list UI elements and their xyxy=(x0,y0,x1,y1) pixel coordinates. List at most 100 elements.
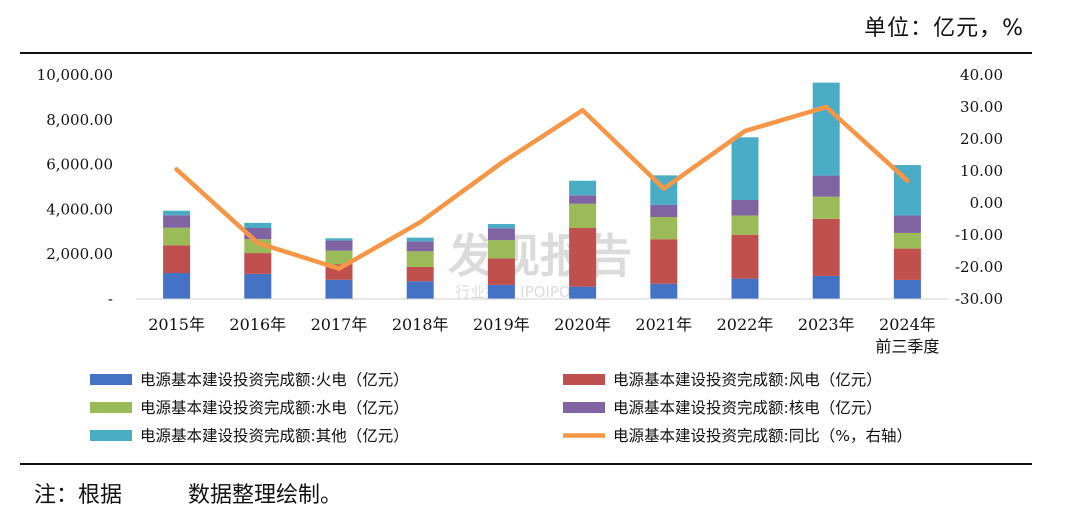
x-tick-label: 2015年 xyxy=(148,315,205,334)
bar-segment-wind xyxy=(893,248,921,280)
line-point-yoy xyxy=(580,108,585,113)
bar-segment-thermal xyxy=(325,279,353,299)
bar-segment-nuclear xyxy=(325,240,353,251)
line-point-yoy xyxy=(255,240,260,246)
legend-swatch xyxy=(90,430,132,441)
bar-segment-thermal xyxy=(812,275,840,299)
line-point-yoy xyxy=(418,220,423,225)
legend-swatch xyxy=(563,402,605,413)
investment-chart: 发现报告 行业报告 IPOIPO.CN - 2,000.00 4,000.00 6,0… xyxy=(37,66,1003,445)
y-left-tick-label: 4,000.00 xyxy=(46,200,113,218)
line-point-yoy xyxy=(824,104,829,110)
legend-swatch xyxy=(563,374,605,385)
legend-label: 电源基本建设投资完成额:核电（亿元） xyxy=(613,399,882,417)
x-tick-label: 2021年 xyxy=(635,315,692,334)
y-right-tick-label: 10.00 xyxy=(960,162,1003,180)
line-point-yoy xyxy=(742,128,748,134)
bar-segment-nuclear xyxy=(163,215,191,228)
bar-segment-other xyxy=(163,210,191,216)
bar-layer xyxy=(163,82,921,299)
line-layer xyxy=(174,104,910,271)
unit-label: 单位：亿元，% xyxy=(864,16,1024,41)
bar-segment-hydro xyxy=(163,227,191,246)
y-axis-left: - 2,000.00 4,000.00 6,000.00 8,000.00 10,000.… xyxy=(37,66,113,308)
y-left-tick-label: 2,000.00 xyxy=(46,245,113,263)
x-tick-label: 2017年 xyxy=(311,315,368,334)
bar-segment-hydro xyxy=(812,196,840,219)
bar-segment-other xyxy=(812,82,840,176)
bar-segment-thermal xyxy=(163,273,191,299)
y-left-tick-label: - xyxy=(108,290,113,308)
x-tick-label: 前三季度 xyxy=(875,337,939,356)
line-point-yoy xyxy=(499,160,504,166)
bar-segment-nuclear xyxy=(569,195,597,204)
y-right-tick-label: 30.00 xyxy=(960,98,1003,116)
bar-segment-nuclear xyxy=(487,228,515,241)
bar-segment-wind xyxy=(569,227,597,287)
bar-segment-hydro xyxy=(487,240,515,259)
bar-segment-other xyxy=(731,137,759,200)
bar-segment-nuclear xyxy=(731,199,759,216)
y-right-tick-label: 20.00 xyxy=(960,130,1003,148)
y-right-tick-label: 0.00 xyxy=(970,194,1003,212)
bar-segment-thermal xyxy=(893,279,921,299)
bar-segment-hydro xyxy=(406,251,434,267)
bar-segment-hydro xyxy=(731,215,759,235)
x-axis: 2015年 2016年 2017年 2018年 2019年 2020年 2021年 2022年… xyxy=(136,298,948,356)
bar-segment-wind xyxy=(812,218,840,276)
bar-segment-nuclear xyxy=(893,215,921,233)
source-note: 注：根据 数据整理绘制。 xyxy=(34,483,343,508)
x-tick-label: 2020年 xyxy=(554,315,611,334)
legend-label: 电源基本建设投资完成额:同比（%，右轴） xyxy=(613,427,912,445)
bar-segment-hydro xyxy=(650,217,678,240)
bar-segment-wind xyxy=(244,253,272,274)
line-point-yoy xyxy=(336,266,342,271)
series-line-yoy xyxy=(174,104,910,271)
bar-segment-nuclear xyxy=(812,175,840,197)
x-tick-label: 2023年 xyxy=(798,315,855,334)
x-tick-label: 2018年 xyxy=(392,315,449,334)
x-tick-label: 2022年 xyxy=(717,315,774,334)
legend-label: 电源基本建设投资完成额:风电（亿元） xyxy=(613,371,882,389)
bar-segment-wind xyxy=(163,245,191,274)
legend-label: 电源基本建设投资完成额:其他（亿元） xyxy=(140,427,409,445)
bar-segment-other xyxy=(244,222,272,228)
watermark: 发现报告 行业报告 IPOIPO.CN xyxy=(448,229,632,301)
y-left-tick-label: 8,000.00 xyxy=(46,111,113,129)
bar-segment-nuclear xyxy=(650,204,678,218)
watermark-main: 发现报告 xyxy=(448,229,632,283)
y-left-tick-label: 6,000.00 xyxy=(46,156,113,174)
bottom-rule xyxy=(20,463,1032,465)
y-left-tick-label: 10,000.00 xyxy=(37,66,113,84)
legend-swatch xyxy=(90,402,132,413)
top-rule xyxy=(20,52,1032,54)
bar-segment-thermal xyxy=(406,281,434,299)
bar-segment-nuclear xyxy=(406,241,434,252)
bar-segment-wind xyxy=(731,234,759,279)
bar-segment-other xyxy=(487,223,515,229)
bar-segment-wind xyxy=(406,266,434,282)
line-point-yoy xyxy=(174,167,179,172)
line-point-yoy xyxy=(905,178,910,183)
y-right-tick-label: -10.00 xyxy=(955,226,1003,244)
bar-segment-other xyxy=(325,238,353,241)
bar-segment-hydro xyxy=(569,203,597,228)
bar-segment-thermal xyxy=(650,283,678,299)
bar-segment-thermal xyxy=(487,284,515,299)
y-right-tick-label: -20.00 xyxy=(955,258,1003,276)
x-tick-label: 2019年 xyxy=(473,315,530,334)
x-tick-label: 2016年 xyxy=(229,315,286,334)
y-right-tick-label: 40.00 xyxy=(960,66,1003,84)
y-right-tick-label: -30.00 xyxy=(955,290,1003,308)
y-axis-right: -30.00 -20.00 -10.00 0.00 10.00 20.00 30.00 40.… xyxy=(955,66,1003,308)
legend-swatch xyxy=(90,374,132,385)
bar-segment-hydro xyxy=(244,239,272,254)
bar-segment-nuclear xyxy=(244,227,272,240)
bar-segment-other xyxy=(406,237,434,242)
bar-segment-wind xyxy=(650,239,678,284)
legend: 电源基本建设投资完成额:火电（亿元） 电源基本建设投资完成额:风电（亿元） 电源基本… xyxy=(90,371,912,445)
bar-segment-thermal xyxy=(244,273,272,299)
line-point-yoy xyxy=(661,186,666,191)
legend-label: 电源基本建设投资完成额:水电（亿元） xyxy=(140,399,409,417)
bar-segment-other xyxy=(569,180,597,196)
